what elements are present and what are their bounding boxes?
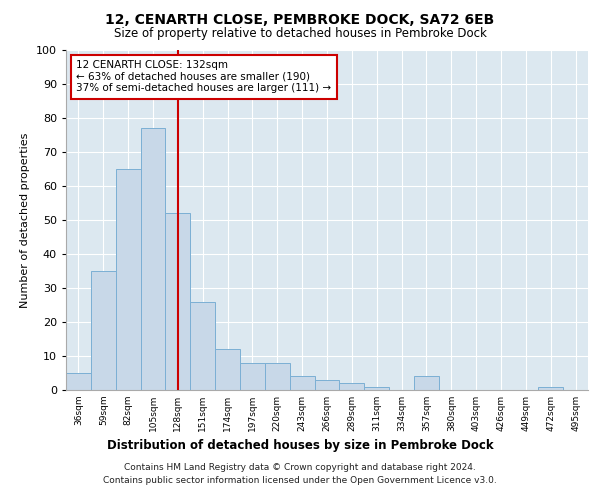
Text: Contains public sector information licensed under the Open Government Licence v3: Contains public sector information licen…	[103, 476, 497, 485]
Bar	[265, 363, 290, 390]
Bar	[314, 380, 340, 390]
Bar	[66, 373, 91, 390]
Bar	[215, 349, 240, 390]
Bar	[364, 386, 389, 390]
Bar	[166, 213, 190, 390]
Bar	[190, 302, 215, 390]
Bar	[340, 383, 364, 390]
Bar	[414, 376, 439, 390]
Bar	[290, 376, 314, 390]
Bar	[91, 271, 116, 390]
Text: Distribution of detached houses by size in Pembroke Dock: Distribution of detached houses by size …	[107, 440, 493, 452]
Bar	[140, 128, 166, 390]
Text: Size of property relative to detached houses in Pembroke Dock: Size of property relative to detached ho…	[113, 28, 487, 40]
Text: 12 CENARTH CLOSE: 132sqm
← 63% of detached houses are smaller (190)
37% of semi-: 12 CENARTH CLOSE: 132sqm ← 63% of detach…	[76, 60, 332, 94]
Y-axis label: Number of detached properties: Number of detached properties	[20, 132, 31, 308]
Bar	[116, 169, 140, 390]
Text: Contains HM Land Registry data © Crown copyright and database right 2024.: Contains HM Land Registry data © Crown c…	[124, 464, 476, 472]
Bar	[538, 386, 563, 390]
Text: 12, CENARTH CLOSE, PEMBROKE DOCK, SA72 6EB: 12, CENARTH CLOSE, PEMBROKE DOCK, SA72 6…	[106, 12, 494, 26]
Bar	[240, 363, 265, 390]
